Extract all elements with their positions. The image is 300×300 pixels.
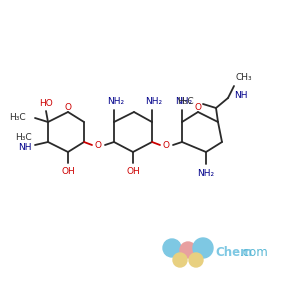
Text: H₃C: H₃C xyxy=(9,112,26,122)
Text: Chem: Chem xyxy=(215,245,252,259)
Text: H₃C: H₃C xyxy=(177,98,194,106)
Text: NH: NH xyxy=(234,91,247,100)
Text: .com: .com xyxy=(240,245,269,259)
Text: O: O xyxy=(94,140,101,149)
Circle shape xyxy=(173,253,187,267)
Text: O: O xyxy=(194,103,202,112)
Circle shape xyxy=(180,242,196,258)
Circle shape xyxy=(163,239,181,257)
Text: NH: NH xyxy=(19,142,32,152)
Text: O: O xyxy=(64,103,71,112)
Text: NH₂: NH₂ xyxy=(176,97,193,106)
Text: NH₂: NH₂ xyxy=(197,169,214,178)
Text: NH₂: NH₂ xyxy=(107,97,124,106)
Circle shape xyxy=(189,253,203,267)
Text: OH: OH xyxy=(61,167,75,176)
Text: H₃C: H₃C xyxy=(15,133,32,142)
Text: OH: OH xyxy=(126,167,140,176)
Circle shape xyxy=(193,238,213,258)
Text: NH₂: NH₂ xyxy=(146,97,163,106)
Text: O: O xyxy=(163,140,170,149)
Text: HO: HO xyxy=(39,98,53,107)
Text: CH₃: CH₃ xyxy=(236,74,253,82)
